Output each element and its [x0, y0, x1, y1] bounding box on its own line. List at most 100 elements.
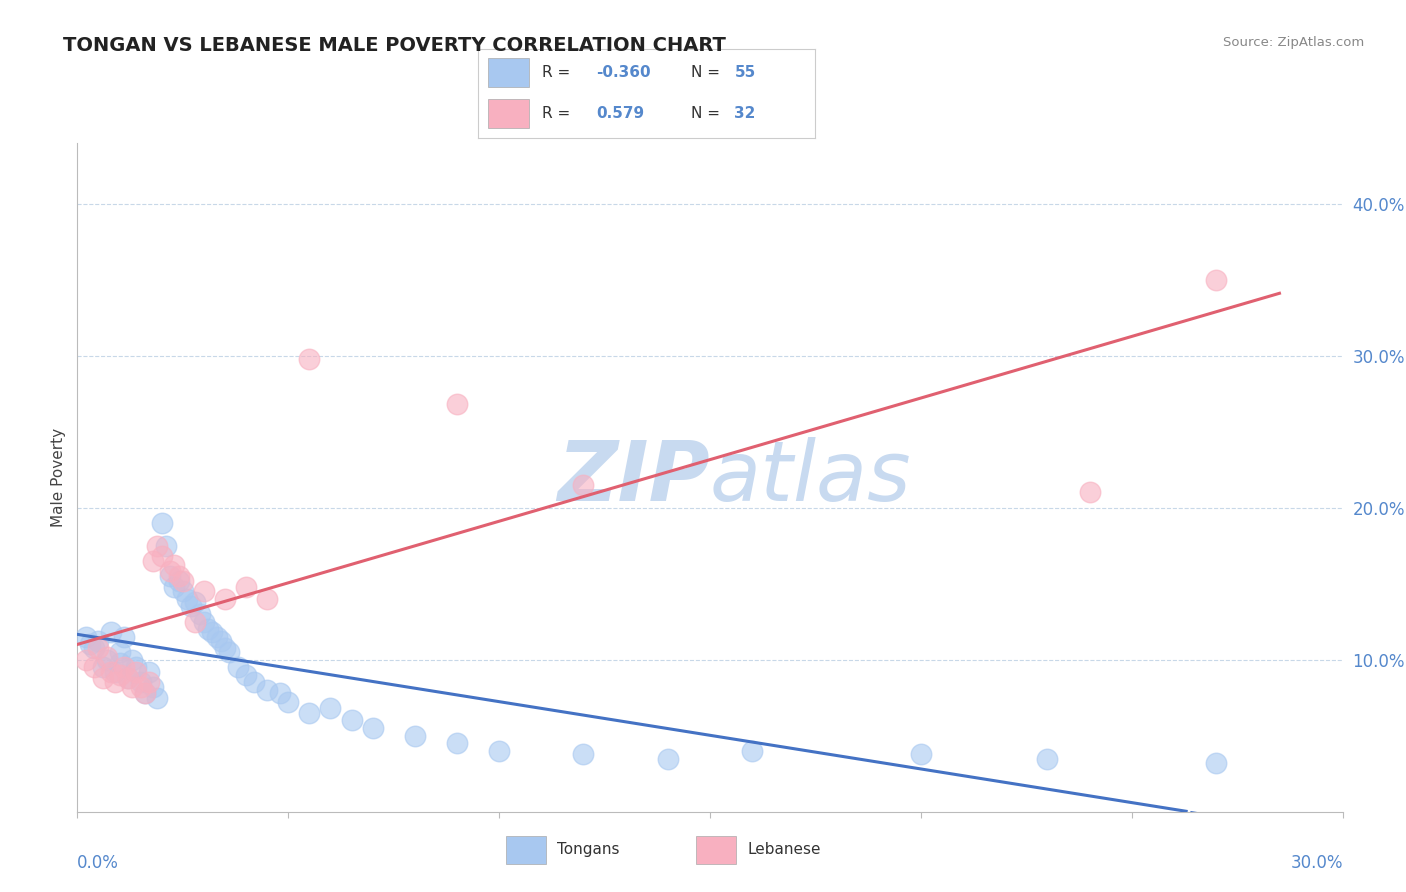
- Point: [218, 645, 240, 659]
- Point: [91, 671, 114, 685]
- Point: [134, 686, 156, 700]
- Text: atlas: atlas: [710, 437, 911, 517]
- Point: [108, 645, 131, 659]
- Point: [446, 397, 468, 411]
- Point: [121, 680, 143, 694]
- Point: [96, 649, 118, 664]
- Text: TONGAN VS LEBANESE MALE POVERTY CORRELATION CHART: TONGAN VS LEBANESE MALE POVERTY CORRELAT…: [63, 36, 725, 54]
- Point: [87, 634, 110, 648]
- Point: [75, 630, 97, 644]
- Text: -0.360: -0.360: [596, 65, 651, 79]
- Text: 0.0%: 0.0%: [77, 855, 120, 872]
- Point: [176, 591, 198, 606]
- Point: [142, 680, 165, 694]
- Point: [572, 478, 595, 492]
- Bar: [696, 836, 737, 863]
- Point: [910, 747, 932, 761]
- Point: [361, 721, 384, 735]
- Point: [125, 665, 148, 679]
- Point: [256, 683, 278, 698]
- Point: [129, 675, 152, 690]
- Text: N =: N =: [690, 106, 720, 120]
- Point: [277, 695, 299, 709]
- Point: [121, 653, 143, 667]
- Point: [167, 574, 190, 588]
- Text: R =: R =: [543, 65, 571, 79]
- Point: [197, 622, 219, 636]
- Bar: [488, 99, 529, 128]
- Point: [298, 706, 321, 720]
- Point: [209, 634, 232, 648]
- Point: [269, 686, 291, 700]
- Point: [1078, 485, 1101, 500]
- Point: [129, 680, 152, 694]
- Point: [112, 660, 135, 674]
- Point: [104, 675, 127, 690]
- Point: [117, 671, 139, 685]
- Point: [155, 539, 177, 553]
- Point: [214, 640, 236, 655]
- Point: [159, 569, 181, 583]
- Text: N =: N =: [690, 65, 720, 79]
- Point: [1205, 272, 1227, 286]
- Point: [180, 599, 202, 614]
- Point: [184, 615, 207, 629]
- Point: [146, 539, 169, 553]
- Point: [201, 625, 224, 640]
- Point: [256, 591, 278, 606]
- Point: [167, 569, 190, 583]
- Point: [188, 607, 211, 621]
- Point: [226, 660, 249, 674]
- Point: [172, 574, 194, 588]
- Point: [100, 625, 122, 640]
- Point: [446, 736, 468, 750]
- Point: [243, 675, 266, 690]
- Point: [138, 675, 160, 690]
- Point: [150, 516, 173, 530]
- Point: [138, 665, 160, 679]
- Point: [150, 549, 173, 564]
- Point: [205, 630, 228, 644]
- Text: 55: 55: [734, 65, 756, 79]
- Point: [75, 653, 97, 667]
- Point: [134, 686, 156, 700]
- Bar: [488, 58, 529, 87]
- Point: [184, 595, 207, 609]
- Point: [298, 351, 321, 366]
- Point: [117, 671, 139, 685]
- Point: [193, 615, 215, 629]
- Point: [87, 640, 110, 655]
- Text: 0.579: 0.579: [596, 106, 644, 120]
- Point: [1036, 751, 1059, 765]
- Point: [83, 660, 105, 674]
- Point: [108, 656, 131, 670]
- Text: 30.0%: 30.0%: [1291, 855, 1343, 872]
- Text: 32: 32: [734, 106, 756, 120]
- Text: Source: ZipAtlas.com: Source: ZipAtlas.com: [1223, 36, 1364, 49]
- Point: [112, 630, 135, 644]
- Point: [193, 584, 215, 599]
- Point: [104, 665, 127, 679]
- Point: [319, 701, 342, 715]
- Point: [172, 584, 194, 599]
- Point: [96, 653, 118, 667]
- Text: ZIP: ZIP: [557, 437, 710, 517]
- Point: [741, 744, 763, 758]
- Point: [404, 729, 426, 743]
- Point: [100, 665, 122, 679]
- Point: [146, 690, 169, 705]
- Point: [1205, 756, 1227, 770]
- Point: [488, 744, 510, 758]
- Point: [142, 554, 165, 568]
- Point: [163, 558, 186, 573]
- Point: [125, 660, 148, 674]
- Text: R =: R =: [543, 106, 571, 120]
- Point: [235, 668, 257, 682]
- Point: [79, 637, 101, 651]
- Point: [163, 580, 186, 594]
- Point: [214, 591, 236, 606]
- Point: [572, 747, 595, 761]
- Point: [235, 580, 257, 594]
- Point: [340, 714, 363, 728]
- Point: [657, 751, 679, 765]
